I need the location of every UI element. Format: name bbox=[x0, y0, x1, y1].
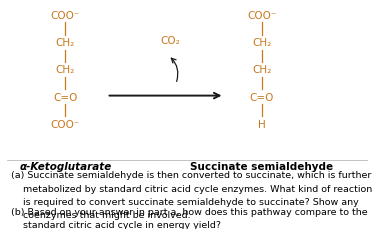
Text: CH₂: CH₂ bbox=[252, 65, 272, 75]
Text: CH₂: CH₂ bbox=[56, 38, 75, 48]
Text: is required to convert succinate semialdehyde to succinate? Show any: is required to convert succinate semiald… bbox=[11, 197, 359, 206]
Text: metabolized by standard citric acid cycle enzymes. What kind of reaction: metabolized by standard citric acid cycl… bbox=[11, 184, 373, 193]
Text: CO₂: CO₂ bbox=[160, 36, 180, 46]
Text: (a) Succinate semialdehyde is then converted to succinate, which is further: (a) Succinate semialdehyde is then conve… bbox=[11, 171, 372, 180]
Text: CH₂: CH₂ bbox=[252, 38, 272, 48]
Text: COO⁻: COO⁻ bbox=[247, 11, 276, 21]
Text: COO⁻: COO⁻ bbox=[51, 11, 80, 21]
Text: Succinate semialdehyde: Succinate semialdehyde bbox=[190, 161, 333, 171]
Text: standard citric acid cycle in energy yield?: standard citric acid cycle in energy yie… bbox=[11, 221, 221, 229]
Text: α-Ketoglutarate: α-Ketoglutarate bbox=[19, 161, 111, 171]
Text: coenzymes that might be involved.: coenzymes that might be involved. bbox=[11, 210, 191, 219]
Text: CH₂: CH₂ bbox=[56, 65, 75, 75]
Text: C=O: C=O bbox=[249, 92, 274, 102]
Text: C=O: C=O bbox=[53, 92, 78, 102]
Text: COO⁻: COO⁻ bbox=[51, 119, 80, 129]
Text: (b) Based on your answer in part a, how does this pathway compare to the: (b) Based on your answer in part a, how … bbox=[11, 207, 368, 216]
Text: H: H bbox=[258, 119, 266, 129]
